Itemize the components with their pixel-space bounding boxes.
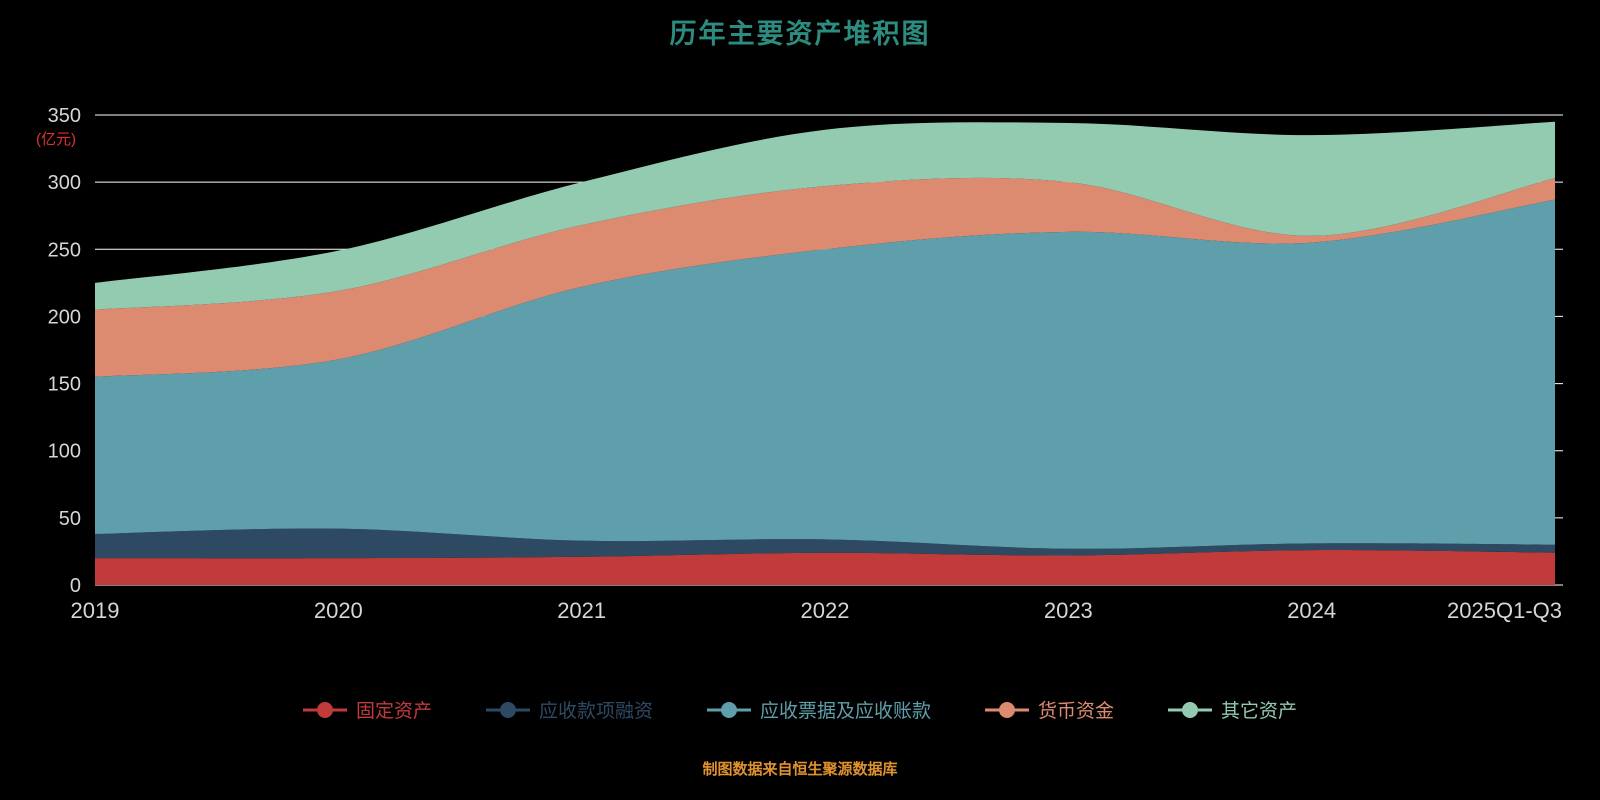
legend-label: 应收款项融资 — [538, 701, 653, 722]
y-tick-label: 200 — [48, 306, 81, 328]
legend-item-4[interactable]: 其它资产 — [1168, 696, 1297, 723]
area-series-0[interactable] — [95, 550, 1555, 585]
chart-title: 历年主要资产堆积图 — [669, 19, 931, 49]
area-series-3[interactable] — [95, 177, 1555, 377]
x-tick-label: 2020 — [314, 598, 363, 623]
y-tick-label: 50 — [59, 508, 81, 530]
y-axis-unit-label: (亿元) — [36, 131, 76, 148]
legend-marker-icon — [706, 701, 751, 718]
legend-label: 应收票据及应收账款 — [759, 701, 931, 722]
legend-item-2[interactable]: 应收票据及应收账款 — [706, 696, 931, 723]
x-tick-label: 2022 — [801, 598, 850, 623]
x-tick-label: 2024 — [1287, 598, 1336, 623]
y-tick-label: 250 — [48, 239, 81, 261]
legend-marker-icon — [302, 701, 347, 718]
area-series-2[interactable] — [95, 199, 1555, 549]
legend-label: 货币资金 — [1038, 701, 1115, 722]
legend-item-1[interactable]: 应收款项融资 — [485, 696, 653, 723]
data-source-note: 制图数据来自恒生聚源数据库 — [702, 761, 898, 778]
y-tick-label: 0 — [70, 575, 81, 597]
legend-label: 其它资产 — [1221, 701, 1298, 722]
legend-label: 固定资产 — [355, 701, 432, 722]
legend-item-0[interactable]: 固定资产 — [302, 696, 432, 723]
x-tick-label: 2021 — [557, 598, 606, 623]
legend-marker-icon — [985, 701, 1029, 718]
legend-marker-icon — [485, 701, 530, 718]
chart-canvas[interactable]: 0 50 100 150 200 250 300 350 2019 2020 2021 2022 202… — [0, 0, 1600, 660]
x-tick-label: 2019 — [71, 598, 120, 623]
legend-marker-icon — [1168, 701, 1213, 718]
legend: 固定资产 应收款项融资 应收票据及应收账款 货币资金 其它资产 — [0, 696, 1600, 723]
legend-item-3[interactable]: 货币资金 — [985, 696, 1114, 723]
area-series-4[interactable] — [95, 121, 1555, 310]
x-tick-label: 2023 — [1044, 598, 1093, 623]
y-tick-label: 350 — [48, 105, 81, 127]
y-tick-label: 300 — [48, 172, 81, 194]
area-series-1[interactable] — [95, 528, 1555, 559]
x-tick-label: 2025Q1-Q3 — [1447, 598, 1562, 623]
y-tick-label: 150 — [48, 374, 81, 396]
y-tick-label: 100 — [48, 441, 81, 463]
